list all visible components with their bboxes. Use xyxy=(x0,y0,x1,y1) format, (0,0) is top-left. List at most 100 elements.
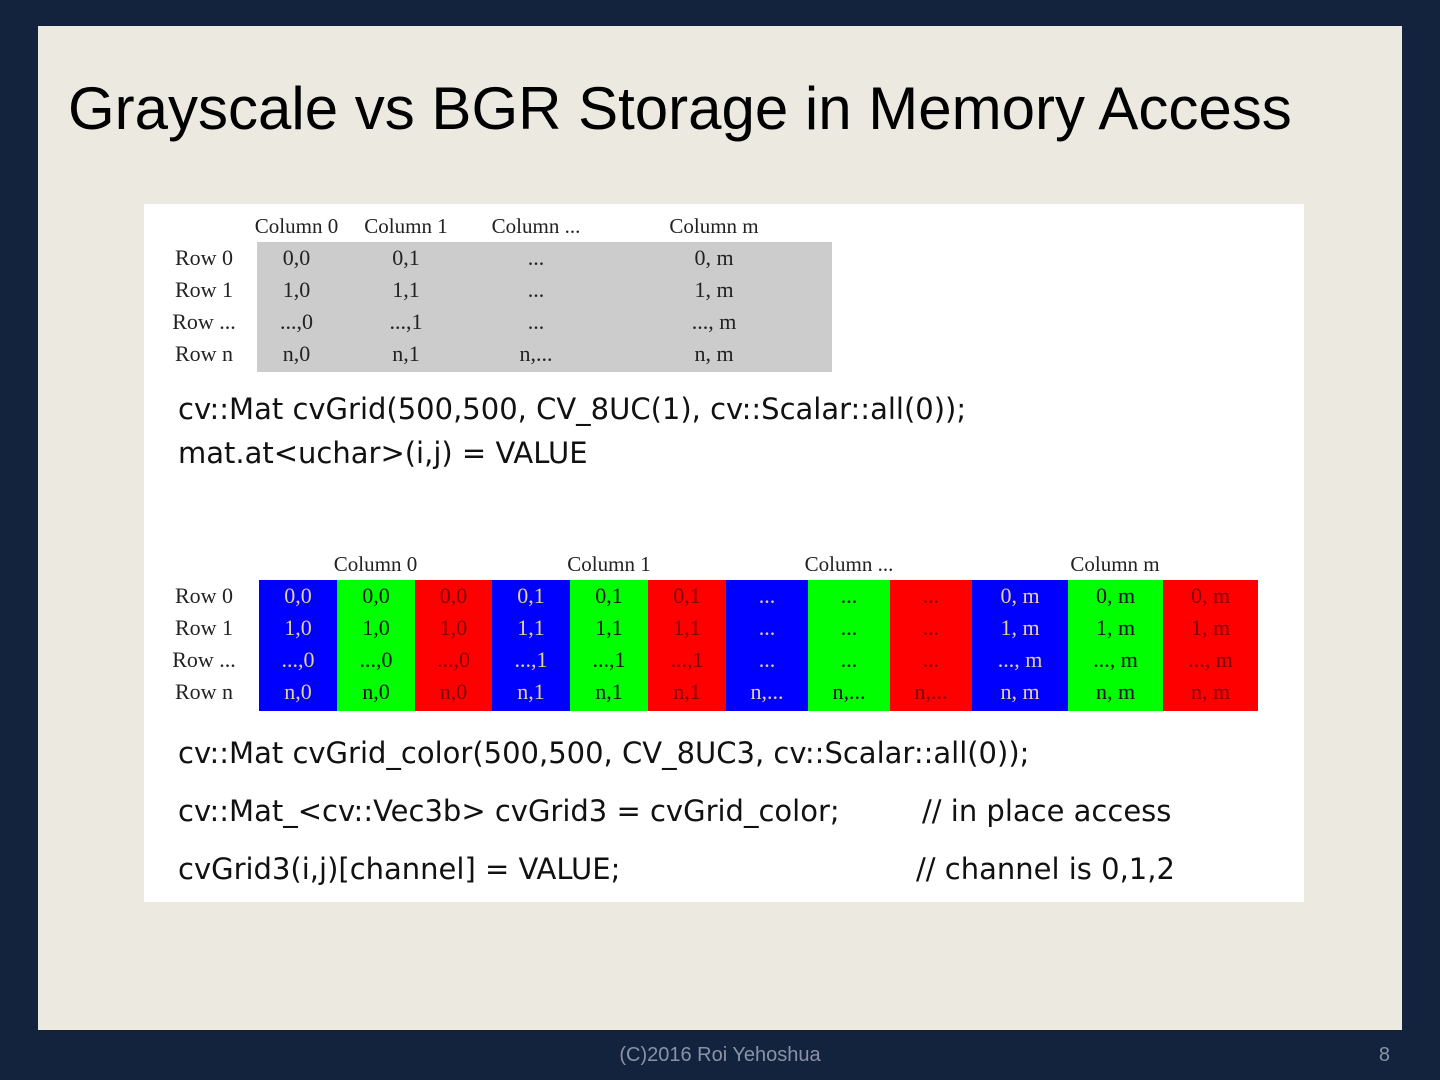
table-cell: 1, m xyxy=(1000,615,1040,640)
table-cell: ...,1 xyxy=(670,647,704,672)
color-code-line-2: cv::Mat_<cv::Vec3b> cvGrid3 = cvGrid_col… xyxy=(178,794,840,828)
slide-title: Grayscale vs BGR Storage in Memory Acces… xyxy=(68,75,1292,142)
column-header: Column m xyxy=(1070,552,1160,576)
table-cell: n,... xyxy=(750,679,784,704)
table-cell: 0,1 xyxy=(517,583,545,608)
green-channel-column xyxy=(337,580,415,711)
table-cell: n,... xyxy=(519,341,553,366)
table-cell: 0,1 xyxy=(673,583,701,608)
figure: Column 0 Column 1 Column ... Column m Row 0 0… xyxy=(144,204,1304,902)
table-cell: n, m xyxy=(1095,679,1136,704)
blue-channel-column xyxy=(726,580,808,711)
table-cell: n,1 xyxy=(673,679,701,704)
table-cell: ...,1 xyxy=(514,647,548,672)
table-cell: 1,0 xyxy=(284,615,312,640)
table-cell: n,0 xyxy=(362,679,390,704)
table-cell: ...,1 xyxy=(389,309,423,334)
column-header: Column ... xyxy=(491,214,581,238)
table-cell: ...,0 xyxy=(280,309,313,334)
table-cell: ..., m xyxy=(1093,647,1138,672)
table-cell: 1, m xyxy=(1095,615,1136,640)
column-header: Column 0 xyxy=(254,214,339,238)
gray-code-line-1: cv::Mat cvGrid(500,500, CV_8UC(1), cv::S… xyxy=(178,392,967,426)
row-header: Row ... xyxy=(172,647,236,672)
page-number: 8 xyxy=(1378,1044,1390,1066)
table-cell: 0,0 xyxy=(284,583,312,608)
table-cell: 1,0 xyxy=(362,615,390,640)
table-cell: n,1 xyxy=(595,679,623,704)
table-cell: n,0 xyxy=(284,679,312,704)
table-cell: ..., m xyxy=(997,647,1043,672)
color-comment-2: // channel is 0,1,2 xyxy=(916,852,1175,886)
row-header: Row 1 xyxy=(174,615,234,640)
row-header: Row ... xyxy=(172,309,236,334)
table-cell: 1,1 xyxy=(595,615,623,640)
green-channel-column xyxy=(808,580,890,711)
table-cell: 1,1 xyxy=(517,615,545,640)
table-cell: 0,1 xyxy=(392,245,420,270)
color-code-line-1: cv::Mat cvGrid_color(500,500, CV_8UC3, c… xyxy=(178,736,1030,770)
table-cell: 1,0 xyxy=(282,277,311,302)
table-cell: ... xyxy=(922,583,940,608)
table-cell: ...,0 xyxy=(359,647,393,672)
table-cell: ...,1 xyxy=(592,647,626,672)
table-cell: ... xyxy=(840,647,858,672)
table-cell: 0, m xyxy=(1000,583,1040,608)
table-cell: ... xyxy=(758,615,776,640)
table-cell: n,1 xyxy=(392,341,420,366)
column-header: Column 0 xyxy=(333,552,418,576)
red-channel-column xyxy=(648,580,726,711)
column-header: Column m xyxy=(669,214,759,238)
blue-channel-column xyxy=(492,580,570,711)
table-cell: 0,0 xyxy=(282,245,311,270)
red-channel-column xyxy=(1163,580,1258,711)
table-cell: 0, m xyxy=(1190,583,1231,608)
table-cell: ... xyxy=(922,647,940,672)
red-channel-column xyxy=(890,580,972,711)
table-cell: n, m xyxy=(1190,679,1231,704)
table-cell: n, m xyxy=(694,341,734,366)
column-header: Column ... xyxy=(804,552,894,576)
table-cell: 1,1 xyxy=(392,277,420,302)
table-cell: ... xyxy=(758,583,776,608)
table-cell: n,... xyxy=(914,679,948,704)
gray-cell-bg xyxy=(257,242,832,372)
table-cell: 0,0 xyxy=(362,583,390,608)
table-cell: n, m xyxy=(1000,679,1040,704)
row-header: Row 0 xyxy=(174,583,234,608)
table-cell: 1,0 xyxy=(439,615,468,640)
row-header: Row 1 xyxy=(174,277,234,302)
color-comment-1: // in place access xyxy=(922,794,1172,828)
table-cell: ..., m xyxy=(691,309,737,334)
table-cell: 1,1 xyxy=(673,615,701,640)
table-cell: 0,0 xyxy=(439,583,468,608)
table-cell: n,... xyxy=(832,679,866,704)
gray-code-line-2: mat.at<uchar>(i,j) = VALUE xyxy=(178,436,588,470)
table-cell: 1, m xyxy=(694,277,734,302)
table-cell: ... xyxy=(840,583,858,608)
table-cell: ... xyxy=(840,615,858,640)
footer: (C)2016 Roi Yehoshua xyxy=(619,1044,821,1066)
table-cell: 0,1 xyxy=(595,583,623,608)
table-cell: ...,0 xyxy=(281,647,315,672)
blue-channel-column xyxy=(972,580,1068,711)
table-cell: ... xyxy=(527,245,545,270)
table-cell: 0, m xyxy=(1095,583,1136,608)
table-cell: ... xyxy=(922,615,940,640)
table-cell: ..., m xyxy=(1188,647,1233,672)
column-header: Column 1 xyxy=(364,214,448,238)
table-cell: ...,0 xyxy=(437,647,470,672)
row-header: Row n xyxy=(174,341,234,366)
table-cell: ... xyxy=(527,309,545,334)
table-cell: n,0 xyxy=(282,341,311,366)
table-cell: 1, m xyxy=(1190,615,1231,640)
table-cell: ... xyxy=(527,277,545,302)
green-channel-column xyxy=(570,580,648,711)
row-header: Row n xyxy=(174,679,234,704)
column-header: Column 1 xyxy=(567,552,651,576)
green-channel-column xyxy=(1068,580,1163,711)
table-cell: ... xyxy=(758,647,776,672)
row-header: Row 0 xyxy=(174,245,234,270)
table-cell: 0, m xyxy=(694,245,734,270)
red-channel-column xyxy=(415,580,492,711)
